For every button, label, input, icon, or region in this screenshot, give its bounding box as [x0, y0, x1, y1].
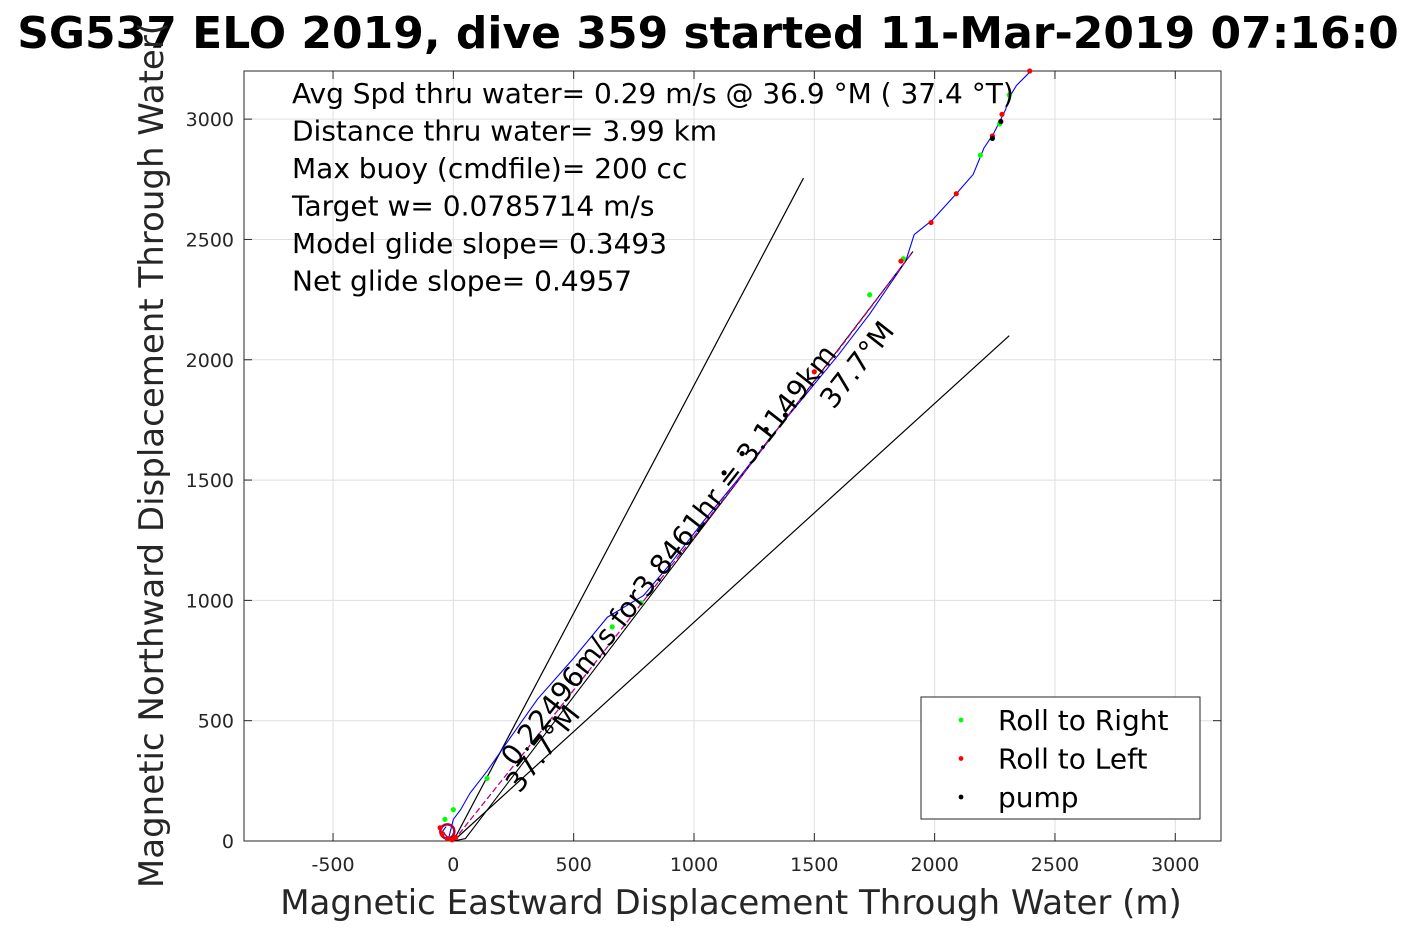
chart-title: SG537 ELO 2019, dive 359 started 11-Mar-… [17, 8, 1399, 59]
legend-entry: Roll to Right [998, 704, 1169, 737]
roll-to-left-point [453, 834, 459, 840]
legend-entry: pump [998, 781, 1079, 814]
roll-to-right-point [450, 807, 456, 813]
heading-cone-line [452, 335, 1010, 842]
roll-to-right-point [1006, 92, 1012, 98]
y-tick-label: 1500 [186, 470, 234, 492]
pump-point [763, 426, 769, 433]
heading-cone-line [452, 177, 805, 842]
roll-to-right-point [977, 152, 983, 158]
x-tick-label: 2000 [910, 854, 958, 876]
roll-to-left-point [811, 369, 817, 375]
y-tick-label: 1000 [186, 590, 234, 612]
series-layer [437, 68, 1033, 843]
roll-to-left-point [953, 191, 959, 197]
roll-to-left-point [439, 831, 446, 837]
roll-to-right-point [484, 775, 490, 782]
pump-point [739, 450, 745, 457]
y-tick-label: 500 [198, 711, 234, 733]
y-tick-label: 0 [222, 831, 234, 853]
roll-to-right-point [867, 292, 873, 298]
y-tick-label: 2500 [186, 229, 234, 251]
x-tick-label: 0 [447, 854, 459, 876]
x-tick-label: 500 [556, 854, 592, 876]
stats-block: Avg Spd thru water= 0.29 m/s @ 36.9 °M (… [291, 77, 1014, 298]
roll-to-right-point [442, 816, 448, 822]
stat-line: Max buoy (cmdfile)= 200 cc [292, 152, 687, 185]
grid [244, 71, 1221, 842]
legend: Roll to Right Roll to Left pump [920, 696, 1201, 820]
annotations: 0.22496m/s for3.8461hr = 3.1149km37.7°M3… [494, 315, 901, 798]
pump-point [989, 135, 995, 141]
stat-line: Avg Spd thru water= 0.29 m/s @ 36.9 °M (… [292, 77, 1014, 110]
plot-area [243, 70, 1222, 842]
roll-to-left-point [999, 111, 1005, 117]
legend-marker [958, 717, 964, 723]
y-axis-label: Magnetic Northward Displacement Through … [132, 22, 172, 888]
y-tick-label: 2000 [186, 350, 234, 372]
stat-line: Model glide slope= 0.3493 [292, 227, 667, 260]
dead-reckoning-line [452, 251, 914, 842]
pump-point [721, 470, 727, 476]
legend-entry: Roll to Left [998, 743, 1147, 776]
roll-to-left-point [928, 219, 934, 226]
stat-line: Target w= 0.0785714 m/s [291, 190, 654, 223]
legend-box [920, 696, 1201, 820]
x-tick-label: 3000 [1151, 854, 1199, 876]
roll-to-right-point [609, 624, 615, 630]
x-tick-label: -500 [311, 854, 354, 876]
roll-to-right-point [638, 600, 644, 606]
roll-to-left-point [898, 258, 904, 264]
annotation-label: 0.22496m/s for3.8461hr = 3.1149km [494, 338, 843, 772]
y-tick-label: 3000 [186, 109, 234, 131]
x-tick-label: 2500 [1031, 854, 1079, 876]
stat-line: Distance thru water= 3.99 km [292, 115, 717, 148]
roll-to-left-point [437, 825, 443, 831]
legend-marker [958, 756, 964, 761]
x-axis-label: Magnetic Eastward Displacement Through W… [280, 883, 1182, 923]
roll-to-left-point [444, 835, 450, 842]
dive-segment-line-line [453, 251, 914, 842]
x-tick-label: 1000 [670, 854, 718, 876]
legend-marker [958, 794, 964, 800]
axis-ticks: -500 0 500 1000 1500 2000 2500 3000 0 500 1000 1500… [186, 71, 1221, 876]
roll-to-left-point [1027, 68, 1033, 74]
stat-line: Net glide slope= 0.4957 [292, 265, 632, 298]
pump-point [998, 118, 1004, 125]
x-tick-label: 1500 [790, 854, 838, 876]
pump-point [782, 412, 789, 418]
